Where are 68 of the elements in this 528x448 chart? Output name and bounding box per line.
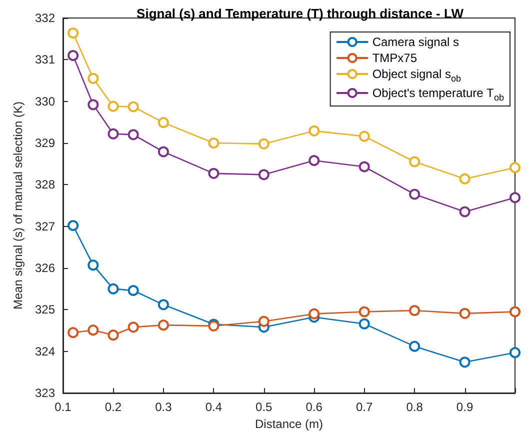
y-tick-label: 330	[34, 94, 56, 108]
point	[409, 305, 420, 316]
x-axis-title: Distance (m)	[254, 416, 324, 431]
point	[88, 324, 99, 336]
y-tick-label: 329	[34, 136, 56, 150]
point	[510, 347, 520, 358]
y-tick-label: 326	[34, 261, 56, 275]
point	[208, 168, 220, 179]
point	[459, 206, 470, 218]
point	[108, 330, 119, 341]
point	[459, 356, 470, 368]
point	[88, 99, 99, 110]
y-tick-label: 327	[34, 219, 56, 234]
y-tick-label: 328	[34, 178, 56, 192]
point	[409, 156, 420, 168]
point	[88, 72, 99, 84]
point	[108, 100, 119, 112]
point	[258, 138, 270, 150]
point	[258, 169, 270, 180]
point	[128, 129, 139, 140]
point	[358, 130, 370, 142]
y-tick-label: 324	[34, 344, 56, 358]
x-tick-label: 0.8	[406, 400, 424, 414]
legend-label: Camera signal s	[372, 35, 460, 49]
point	[158, 299, 169, 310]
legend-label: TMPx75	[372, 51, 418, 65]
point	[308, 308, 320, 320]
point	[158, 117, 169, 128]
point	[108, 128, 119, 140]
point	[108, 283, 119, 294]
x-tick-label: 0.9	[456, 400, 474, 414]
point	[68, 50, 79, 61]
x-tick-label: 0.1	[54, 400, 72, 414]
point	[158, 320, 169, 331]
y-tick-label: 331	[34, 52, 56, 67]
point	[510, 162, 520, 174]
x-tick-label: 0.6	[306, 400, 323, 414]
x-tick-label: 0.5	[256, 400, 273, 414]
y-tick-label: 325	[34, 302, 56, 317]
point	[128, 322, 139, 333]
point	[68, 220, 79, 231]
point	[308, 125, 320, 136]
point	[68, 28, 79, 38]
x-tick-label: 0.2	[104, 400, 122, 414]
y-tick-label: 323	[34, 386, 56, 400]
point	[510, 192, 520, 204]
x-tick-label: 0.3	[155, 400, 172, 414]
point	[358, 306, 370, 318]
chart-title: Signal (s) and Temperature (T) through distance - LW	[136, 6, 464, 21]
point	[308, 155, 320, 166]
y-tick-label: 332	[34, 11, 56, 25]
point	[459, 173, 470, 184]
point	[358, 161, 370, 172]
x-tick-label: 0.4	[205, 400, 222, 414]
point	[409, 188, 420, 200]
point	[258, 316, 270, 327]
point	[128, 285, 139, 296]
point	[128, 101, 139, 112]
point	[68, 327, 79, 338]
point	[459, 308, 470, 319]
point	[158, 146, 169, 158]
x-tick-label: 0.7	[356, 400, 373, 414]
point	[510, 306, 520, 318]
point	[358, 318, 370, 330]
point	[409, 340, 420, 352]
y-axis-title: Mean signal (s) of manual selection (K)	[11, 101, 26, 310]
point	[88, 260, 99, 271]
point	[208, 138, 220, 148]
